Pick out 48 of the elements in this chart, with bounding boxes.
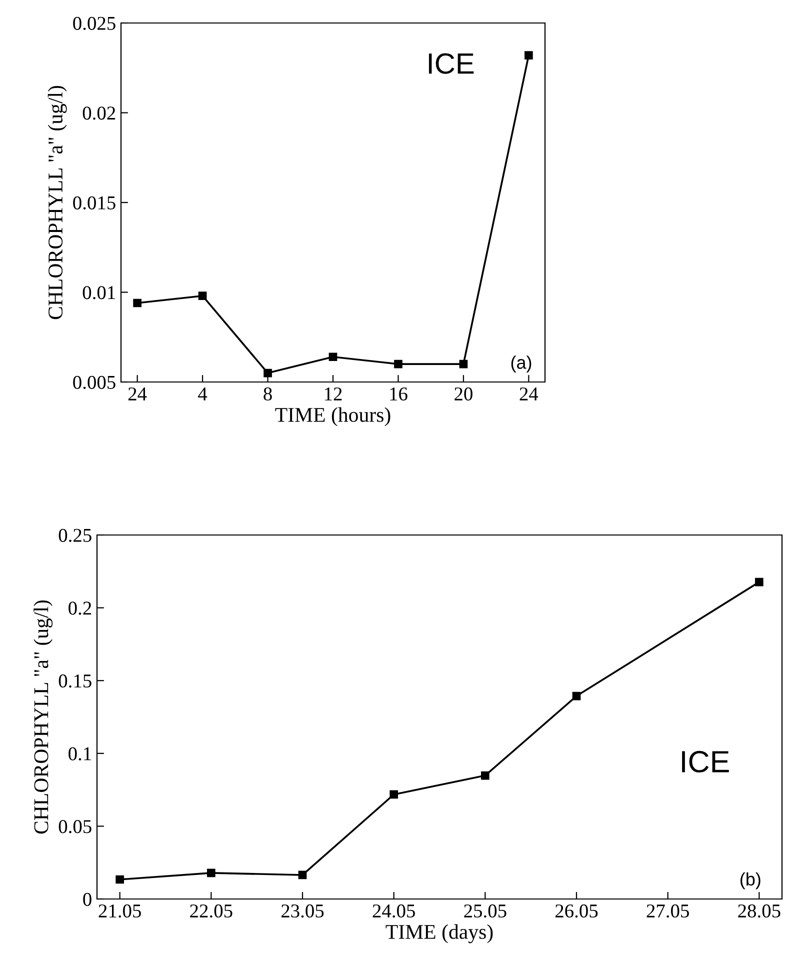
point <box>198 292 207 300</box>
x-tick-label: 28.05 <box>738 904 780 918</box>
point <box>116 875 124 884</box>
x-tick-label: 4 <box>198 388 208 400</box>
point <box>572 692 581 700</box>
x-tick-label: 27.05 <box>646 904 689 918</box>
x-tick-label: 8 <box>264 387 272 401</box>
x-tick-label: 12 <box>324 387 342 400</box>
y-tick-label: 0.25 <box>58 528 92 542</box>
point <box>459 360 468 368</box>
annotation: (b) <box>740 872 760 890</box>
annotation: ICE <box>428 53 474 74</box>
point <box>328 352 338 362</box>
y-tick-label: 0.01 <box>82 286 115 300</box>
y-axis-title: CHLOROPHYLL "a" (ug/l) <box>34 600 53 834</box>
y-tick-label: 0.015 <box>73 196 116 210</box>
point <box>264 368 272 378</box>
y-tick-label: 0.05 <box>58 820 92 834</box>
y-tick-label: 0.005 <box>73 376 116 390</box>
y-axis-title: CHLOROPHYLL "a" (ug/l) <box>48 86 67 320</box>
x-axis-title: TIME (days) <box>386 924 493 944</box>
point <box>481 771 490 780</box>
x-tick-label: 26.05 <box>555 904 598 918</box>
y-tick-label: 0.025 <box>73 16 116 30</box>
annotation: (a) <box>511 356 532 372</box>
x-tick-label: 21.05 <box>98 904 141 918</box>
y-tick-label: 0.1 <box>68 747 91 760</box>
x-axis-title: TIME (hours) <box>275 407 390 426</box>
x-tick-label: 24.05 <box>372 904 415 918</box>
annotation: ICE <box>682 750 729 773</box>
x-tick-label: 25.05 <box>464 904 506 918</box>
x-tick-label: 22.05 <box>190 904 232 918</box>
point <box>207 868 216 878</box>
x-tick-label: 23.05 <box>281 904 324 918</box>
point <box>298 870 307 880</box>
y-tick-label: 0 <box>83 892 92 906</box>
point <box>755 578 764 586</box>
y-tick-label: 0.02 <box>82 106 116 120</box>
point <box>394 360 402 368</box>
x-tick-label: 24 <box>128 387 147 400</box>
x-tick-label: 20 <box>454 387 472 401</box>
x-tick-label: 16 <box>390 387 408 401</box>
y-tick-label: 0.15 <box>58 674 92 688</box>
point <box>133 298 142 308</box>
y-tick-label: 0.2 <box>68 602 92 615</box>
point <box>524 51 533 60</box>
point <box>390 790 398 799</box>
x-tick-label: 24 <box>520 387 538 400</box>
